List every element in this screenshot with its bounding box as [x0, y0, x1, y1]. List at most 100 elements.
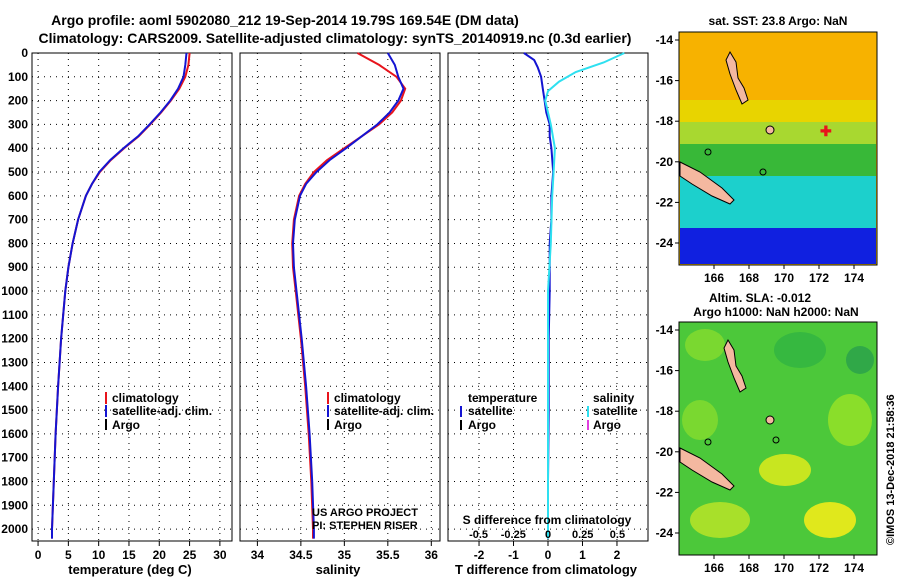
x-axes: 0 5 10 15 20 25 30 34 34.5 35 35.5 36 -2 -1 0 1 2 [35, 541, 621, 562]
sla-blob [685, 329, 725, 361]
lat-tick-label: -22 [656, 485, 674, 499]
depth-axis: 0 100 200 300 400 500 600 700 800 900 1000 1100 1200… [1, 46, 28, 536]
depth-tick-label: 1200 [1, 332, 28, 346]
difference-legend: temperature satellite Argo salinity sate… [460, 391, 638, 432]
sla-island-small [765, 415, 775, 425]
profile-lines [51, 52, 625, 539]
s-tick-label: 0 [545, 529, 551, 541]
depth-tick-label: 200 [8, 94, 28, 108]
difference-xlabel: T difference from climatology [455, 562, 638, 577]
legend-label-argo: Argo [112, 418, 140, 432]
sla-blob [846, 346, 874, 374]
x-tick-label: 0 [545, 548, 552, 562]
credit-project: US ARGO PROJECT [312, 507, 418, 519]
series-line-salinity-satellite [544, 52, 625, 539]
depth-tick-label: 1000 [1, 284, 28, 298]
x-tick-label: 35 [338, 548, 352, 562]
lat-tick-label: -18 [656, 114, 674, 128]
temperature-legend: climatology satellite-adj. clim. Argo [105, 391, 212, 432]
s-difference-title: S difference from climatology [463, 513, 632, 527]
depth-tick-label: 1600 [1, 427, 28, 441]
sst-map: ✚ [678, 31, 878, 266]
depth-tick-label: 300 [8, 117, 28, 131]
sst-island-new-caledonia [679, 161, 735, 205]
sst-map-axes: -14 -16 -18 -20 -22 -24 166 168 170 172 174 [656, 33, 865, 285]
depth-tick-label: 1700 [1, 451, 28, 465]
sla-island-new-caledonia [679, 447, 735, 491]
legend-label-satellite: satellite-adj. clim. [334, 404, 434, 418]
x-tick-label: 1 [579, 548, 586, 562]
depth-tick-label: 1500 [1, 403, 28, 417]
s-tick-label: 0.5 [610, 529, 625, 541]
depth-tick-label: 600 [8, 189, 28, 203]
sla-map-title1: Altim. SLA: -0.012 [709, 291, 811, 305]
sla-blob [804, 502, 856, 538]
legend-temp-title: temperature [468, 391, 538, 405]
sla-blob [774, 332, 826, 368]
x-tick-label: 34.5 [289, 548, 313, 562]
lon-tick-label: 170 [774, 561, 794, 575]
sla-map-title2: Argo h1000: NaN h2000: NaN [693, 305, 858, 319]
sst-island-vanuatu [725, 50, 749, 105]
depth-tick-label: 400 [8, 141, 28, 155]
lon-tick-label: 172 [809, 561, 829, 575]
depth-tick-label: 0 [21, 46, 28, 60]
lat-tick-label: -20 [656, 445, 674, 459]
header-line2: Climatology: CARS2009. Satellite-adjuste… [39, 30, 632, 46]
sst-band-green [680, 144, 876, 176]
salinity-panel [239, 52, 441, 542]
legend-label-climatology: climatology [334, 391, 401, 405]
salinity-legend: climatology satellite-adj. clim. Argo [327, 391, 434, 432]
s-difference-axis: -0.5 -0.25 0 0.25 0.5 [469, 529, 625, 541]
lat-tick-label: -16 [656, 364, 674, 378]
lon-tick-label: 166 [704, 561, 724, 575]
lat-tick-label: -18 [656, 404, 674, 418]
credit-pi: PI: STEPHEN RISER [312, 520, 418, 532]
depth-tick-label: 1300 [1, 355, 28, 369]
x-tick-label: 0 [35, 548, 42, 562]
sst-band-lightgreen [680, 122, 876, 146]
depth-tick-label: 500 [8, 165, 28, 179]
sst-band-yellow [680, 100, 876, 124]
sla-blob [828, 394, 872, 446]
depth-tick-label: 100 [8, 70, 28, 84]
x-tick-label: -1 [508, 548, 519, 562]
lat-tick-label: -16 [656, 74, 674, 88]
legend-label-sal-satellite: satellite [593, 404, 638, 418]
lon-tick-label: 174 [844, 561, 864, 575]
s-tick-label: 0.25 [572, 529, 593, 541]
legend-label-sal-argo: Argo [593, 418, 621, 432]
sla-map [678, 321, 878, 556]
legend-sal-title: salinity [593, 391, 635, 405]
x-tick-label: 36 [425, 548, 439, 562]
sst-island-small [765, 125, 775, 135]
sla-island-small [772, 436, 780, 444]
sla-blob [682, 400, 718, 440]
x-tick-label: -2 [474, 548, 485, 562]
depth-tick-label: 1400 [1, 379, 28, 393]
s-tick-label: -0.5 [469, 529, 488, 541]
depth-tick-label: 1800 [1, 474, 28, 488]
salinity-xlabel: salinity [316, 562, 362, 577]
x-tick-label: 34 [251, 548, 265, 562]
depth-tick-label: 800 [8, 236, 28, 250]
depth-tick-label: 900 [8, 260, 28, 274]
legend-label-climatology: climatology [112, 391, 179, 405]
lat-tick-label: -20 [656, 155, 674, 169]
lon-tick-label: 168 [739, 561, 759, 575]
lon-tick-label: 172 [809, 271, 829, 285]
x-tick-label: 2 [614, 548, 621, 562]
sla-map-axes: -14 -16 -18 -20 -22 -24 166 168 170 172 174 [656, 323, 865, 575]
series-line-satellite-adj-clim- [291, 52, 405, 539]
x-tick-label: 20 [153, 548, 167, 562]
legend-label-argo: Argo [334, 418, 362, 432]
lon-tick-label: 168 [739, 271, 759, 285]
lat-tick-label: -22 [656, 195, 674, 209]
imos-timestamp: ©IMOS 13-Dec-2018 21:58:36 [885, 394, 897, 545]
depth-tick-label: 2000 [1, 522, 28, 536]
sst-map-title: sat. SST: 23.8 Argo: NaN [709, 14, 848, 28]
lon-tick-label: 166 [704, 271, 724, 285]
legend-label-temp-argo: Argo [468, 418, 496, 432]
sla-blob [759, 454, 811, 486]
